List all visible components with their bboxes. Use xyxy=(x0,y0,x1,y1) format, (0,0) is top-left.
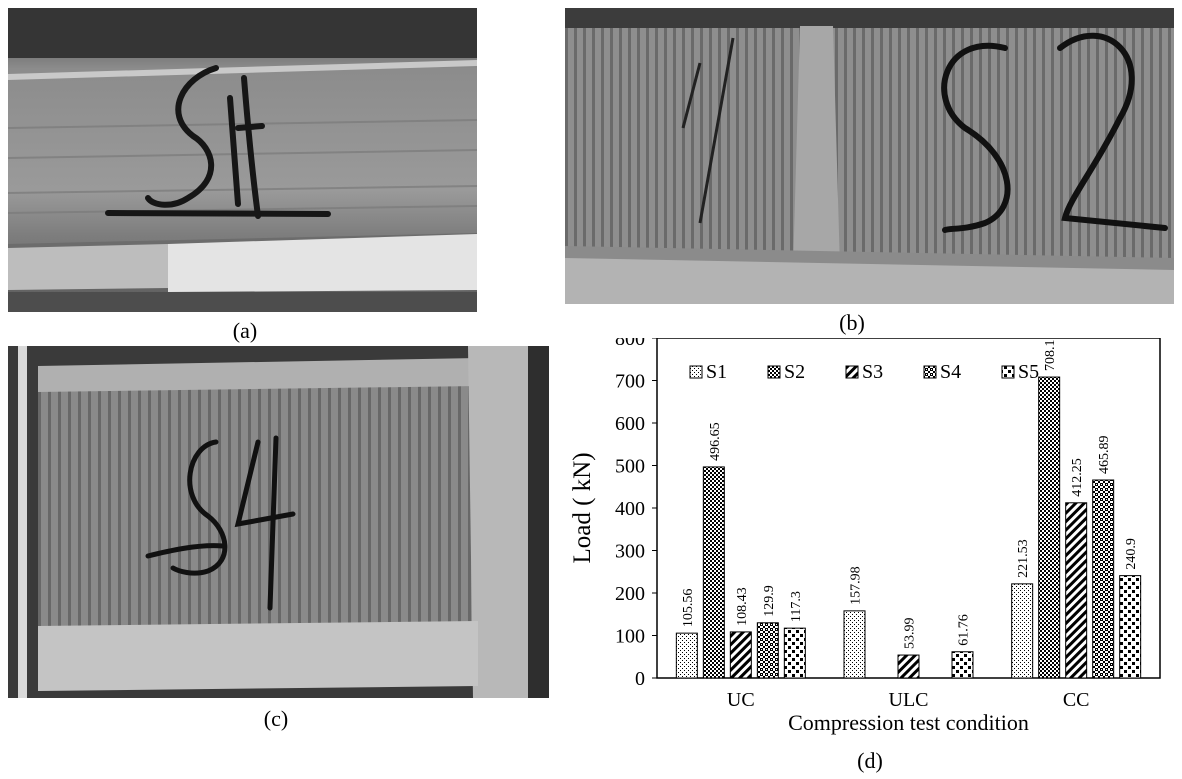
data-label: 105.56 xyxy=(681,589,696,628)
legend-label: S5 xyxy=(1018,361,1039,383)
y-axis-label: Load ( kN) xyxy=(569,452,596,563)
x-category-label: UC xyxy=(727,689,755,711)
data-label: 240.9 xyxy=(1124,538,1139,570)
y-tick-label: 100 xyxy=(615,626,645,648)
legend-swatch xyxy=(846,366,858,378)
data-label: 117.3 xyxy=(789,591,804,622)
photo-specimen-s2 xyxy=(565,8,1174,304)
legend-label: S4 xyxy=(940,361,961,383)
data-label: 61.76 xyxy=(957,614,972,646)
legend-swatch xyxy=(1002,366,1014,378)
data-label: 465.89 xyxy=(1097,435,1112,474)
data-label: 53.99 xyxy=(903,618,918,650)
data-label: 412.25 xyxy=(1070,458,1085,497)
y-tick-label: 200 xyxy=(615,583,645,605)
bar-s2-uc xyxy=(703,467,724,678)
bar-s5-cc xyxy=(1120,576,1141,678)
photo-specimen-s1 xyxy=(8,8,477,312)
bar-s4-cc xyxy=(1093,480,1114,678)
y-tick-label: 0 xyxy=(635,668,645,690)
photo-specimen-s4 xyxy=(8,346,549,698)
y-tick-label: 500 xyxy=(615,456,645,478)
bar-s1-ulc xyxy=(844,611,865,678)
y-tick-label: 800 xyxy=(615,338,645,350)
bar-s3-ulc xyxy=(898,655,919,678)
data-label: 108.43 xyxy=(735,587,750,626)
data-label: 496.65 xyxy=(708,422,723,461)
legend-label: S2 xyxy=(784,361,805,383)
bar-s2-cc xyxy=(1039,377,1060,678)
bar-s1-uc xyxy=(676,633,697,678)
bar-s1-cc xyxy=(1012,584,1033,678)
caption-b: (b) xyxy=(822,310,882,336)
legend-label: S1 xyxy=(706,361,727,383)
y-tick-label: 300 xyxy=(615,541,645,563)
legend-swatch xyxy=(690,366,702,378)
load-bar-chart: 0 100 200 300 400 500 600 700 800 Load ( kN) 105.5… xyxy=(560,338,1176,740)
bar-s4-uc xyxy=(757,623,778,678)
bar-s3-uc xyxy=(730,632,751,678)
bar-s5-ulc xyxy=(952,652,973,678)
data-label: 129.9 xyxy=(762,585,777,617)
caption-a: (a) xyxy=(215,318,275,344)
x-category-label: CC xyxy=(1063,689,1090,711)
data-label: 157.98 xyxy=(849,566,864,605)
y-tick-label: 700 xyxy=(615,371,645,393)
data-label: 221.53 xyxy=(1016,539,1031,578)
caption-c: (c) xyxy=(246,706,306,732)
legend-swatch xyxy=(768,366,780,378)
legend-label: S3 xyxy=(862,361,883,383)
caption-d: (d) xyxy=(840,748,900,774)
y-tick-label: 400 xyxy=(615,498,645,520)
x-axis-label: Compression test condition xyxy=(788,710,1029,735)
bar-s5-uc xyxy=(784,628,805,678)
x-category-label: ULC xyxy=(889,689,929,711)
data-label: 708.1 xyxy=(1043,340,1058,372)
y-tick-label: 600 xyxy=(615,413,645,435)
bar-s3-cc xyxy=(1066,503,1087,678)
legend-swatch xyxy=(924,366,936,378)
